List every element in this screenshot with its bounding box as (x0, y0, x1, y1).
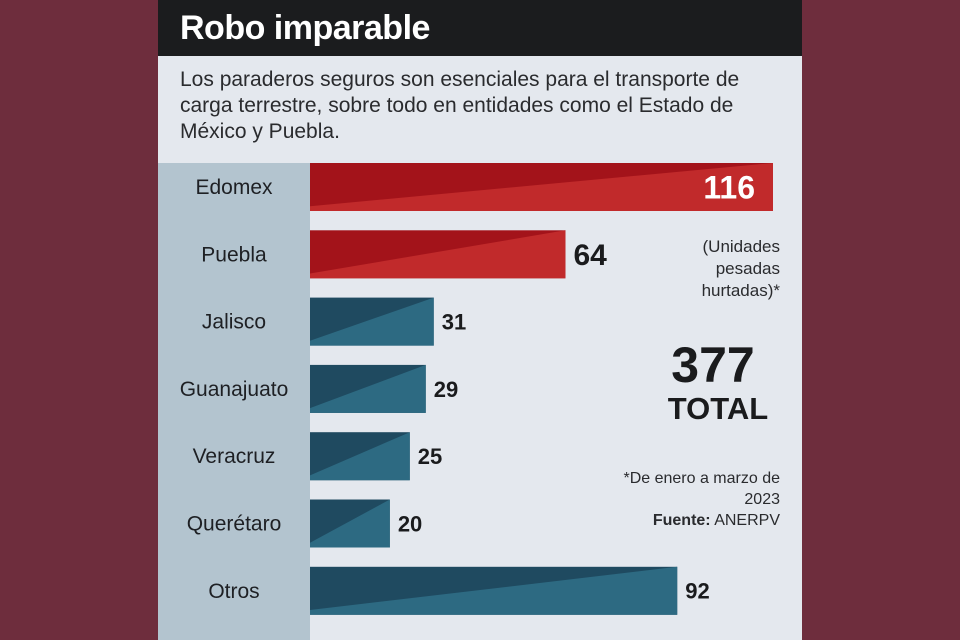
value-label: 116 (703, 170, 755, 206)
bar-shade (310, 432, 410, 481)
value-label: 25 (418, 444, 442, 469)
bar-group: Jalisco 31 (202, 297, 466, 346)
category-label: Edomex (195, 176, 273, 199)
bar-group: Querétaro 20 (187, 499, 422, 548)
category-label: Jalisco (202, 311, 266, 334)
bar-group: Veracruz 25 (193, 432, 442, 481)
units-note: (Unidades pesadas hurtadas)* (701, 237, 780, 300)
source-label: Fuente: (652, 512, 711, 529)
value-label: 64 (573, 239, 607, 272)
total-label: TOTAL (667, 391, 769, 426)
value-label: 20 (398, 511, 422, 536)
value-label: 31 (442, 310, 466, 335)
bar-shade (310, 163, 773, 211)
category-label: Veracruz (193, 445, 276, 468)
category-label: Querétaro (187, 513, 282, 536)
category-label: Otros (208, 580, 259, 603)
period-note: *De enero a marzo de 2023 (623, 470, 780, 508)
bar-shade (310, 499, 390, 548)
bar-shade (310, 230, 566, 279)
infographic-card: Robo imparable Los paraderos seguros son… (158, 0, 802, 640)
source-value: ANERPV (714, 512, 780, 529)
bar-group: Guanajuato 29 (180, 364, 458, 413)
bar-shade (310, 566, 678, 615)
title-bar: Robo imparable (158, 0, 802, 56)
footnote: *De enero a marzo de 2023 Fuente: ANERPV (598, 468, 780, 531)
chart-title: Robo imparable (180, 9, 430, 47)
bar-shade (310, 364, 426, 413)
value-label: 92 (685, 579, 709, 604)
value-label: 29 (434, 377, 458, 402)
category-label: Puebla (201, 243, 267, 266)
chart-subtitle: Los paraderos seguros son esenciales par… (180, 68, 740, 143)
bar-group: Otros 92 (208, 566, 710, 615)
bar-shade (310, 297, 434, 346)
bar-group: Edomex 116 (195, 163, 773, 211)
source-line: Fuente: ANERPV (598, 510, 780, 531)
bar-chart: Edomex 116 Puebla 64 Jalisco 31 Guanajuato 29 Ve… (180, 163, 773, 615)
category-label-column (158, 163, 310, 640)
category-label: Guanajuato (180, 378, 289, 401)
bar-group: Puebla 64 (201, 230, 607, 279)
total-value: 377 (671, 337, 755, 393)
